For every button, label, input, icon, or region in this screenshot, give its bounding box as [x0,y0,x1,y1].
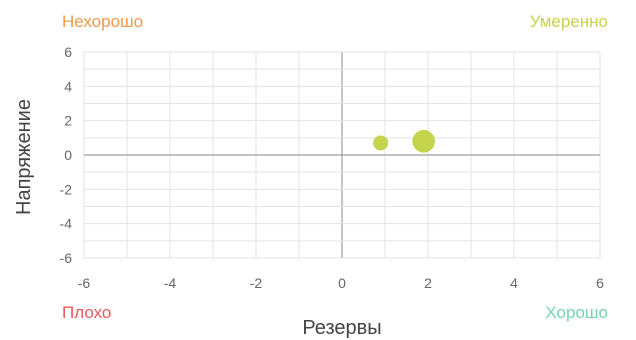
bubble [412,129,436,153]
y-axis-title: Напряжение [13,99,35,215]
x-axis-title: Резервы [302,317,381,339]
y-tick-label: 2 [64,113,72,129]
y-tick-labels: 6 4 2 0 -2 -4 -6 [60,44,73,266]
y-tick-label: 0 [64,147,72,163]
quadrant-label-bottom-left: Плохо [62,303,112,322]
y-tick-label: -4 [60,216,73,232]
x-tick-labels: -6 -4 -2 0 2 4 6 [78,275,604,291]
quadrant-label-top-right: Умеренно [529,12,608,31]
x-tick-label: -4 [164,275,177,291]
x-tick-label: -6 [78,275,91,291]
quadrant-label-top-left: Нехорошо [62,12,144,31]
bubbles [373,129,436,153]
bubble [373,135,389,151]
y-tick-label: -2 [60,181,73,197]
x-tick-label: -2 [250,275,263,291]
y-tick-label: 6 [64,44,72,60]
y-tick-label: -6 [60,250,73,266]
quadrant-label-bottom-right: Хорошо [545,303,608,322]
x-tick-label: 4 [510,275,518,291]
x-tick-label: 2 [424,275,432,291]
x-tick-label: 0 [338,275,346,291]
grid-lines [83,51,601,259]
y-tick-label: 4 [64,78,72,94]
x-tick-label: 6 [596,275,604,291]
